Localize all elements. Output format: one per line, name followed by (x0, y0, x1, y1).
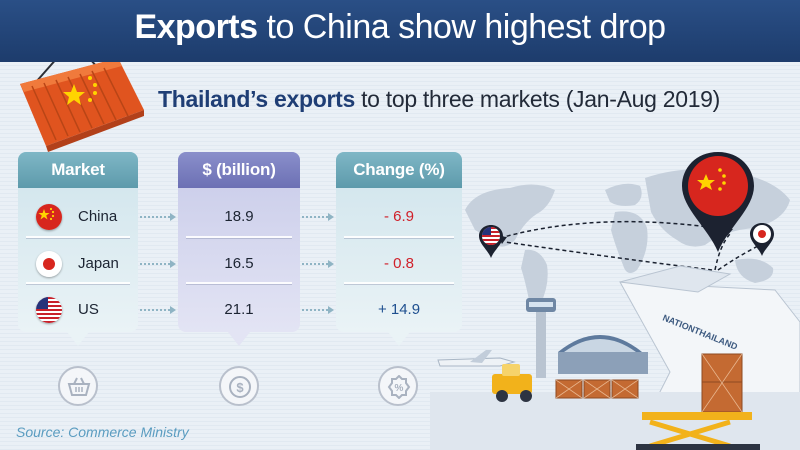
market-column-header: Market (18, 152, 138, 188)
value-us-usd: 21.1 (224, 301, 254, 318)
row-divider (186, 236, 292, 238)
table-row-japan-market: Japan (78, 255, 119, 272)
row-divider (344, 282, 454, 284)
market-column-pointer (67, 332, 89, 346)
japan-map-pin-icon (750, 223, 774, 256)
svg-text:$: $ (236, 380, 244, 395)
connector-arrow (328, 306, 334, 314)
svg-text:%: % (395, 383, 404, 394)
market-column: Market China Japan US (18, 152, 138, 346)
change-column-pointer (388, 332, 410, 346)
china-map-pin-icon (682, 152, 754, 252)
connector-arrow (170, 260, 176, 268)
connector-arrow (170, 306, 176, 314)
connector-us-1 (140, 309, 170, 311)
connector-arrow (328, 260, 334, 268)
value-japan-change: - 0.8 (383, 255, 414, 272)
usd-column-header: $ (billion) (178, 152, 300, 188)
connector-japan-2 (302, 263, 328, 265)
row-divider (344, 236, 454, 238)
usd-column: $ (billion) 18.9 16.5 21.1 (178, 152, 300, 346)
percent-badge-icon: % (378, 366, 418, 406)
row-divider (186, 282, 292, 284)
table-row-us-market: US (78, 301, 99, 318)
airport-cargo-illustration: NATIONTHAILAND (430, 265, 800, 450)
connector-japan-1 (140, 263, 170, 265)
basket-icon (58, 366, 98, 406)
connector-china-1 (140, 216, 170, 218)
value-japan-usd: 16.5 (224, 255, 254, 272)
row-divider (26, 236, 130, 238)
chart-subtitle: Thailand’s exports to top three markets … (158, 86, 721, 112)
connector-us-2 (302, 309, 328, 311)
connector-arrow (170, 213, 176, 221)
row-divider (26, 282, 130, 284)
value-us-change: + 14.9 (377, 301, 421, 318)
dollar-coin-icon: $ (219, 366, 259, 406)
source-note: Source: Commerce Ministry (16, 424, 189, 440)
japan-flag-icon (36, 251, 62, 277)
change-column: Change (%) - 6.9 - 0.8 + 14.9 (336, 152, 462, 346)
china-flag-icon (36, 204, 62, 230)
us-flag-icon (36, 297, 62, 323)
connector-china-2 (302, 216, 328, 218)
value-china-change: - 6.9 (383, 208, 414, 225)
connector-arrow (328, 213, 334, 221)
us-map-pin-icon (479, 225, 503, 258)
value-china-usd: 18.9 (224, 208, 254, 225)
table-row-china-market: China (78, 208, 118, 225)
usd-column-pointer (228, 332, 250, 346)
page-title: Exports to China show highest drop (134, 8, 666, 46)
change-column-header: Change (%) (336, 152, 462, 188)
header-banner: Exports to China show highest drop (0, 0, 800, 62)
